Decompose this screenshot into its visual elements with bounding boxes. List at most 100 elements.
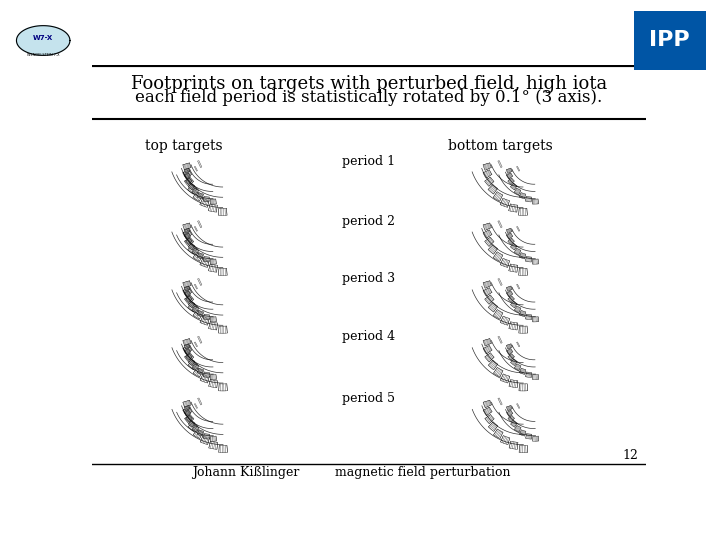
PathPatch shape xyxy=(186,354,192,360)
PathPatch shape xyxy=(184,349,191,355)
Polygon shape xyxy=(498,336,503,343)
PathPatch shape xyxy=(219,384,228,391)
PathPatch shape xyxy=(209,380,217,388)
PathPatch shape xyxy=(493,252,503,261)
PathPatch shape xyxy=(210,375,217,380)
PathPatch shape xyxy=(189,421,195,427)
PathPatch shape xyxy=(200,198,209,207)
Text: W7-X: W7-X xyxy=(33,35,53,40)
PathPatch shape xyxy=(197,368,204,374)
PathPatch shape xyxy=(508,415,515,422)
PathPatch shape xyxy=(483,281,492,288)
PathPatch shape xyxy=(507,349,513,355)
PathPatch shape xyxy=(483,170,492,178)
PathPatch shape xyxy=(485,353,494,362)
PathPatch shape xyxy=(485,177,494,186)
PathPatch shape xyxy=(506,233,513,239)
PathPatch shape xyxy=(488,302,498,312)
PathPatch shape xyxy=(184,295,194,304)
PathPatch shape xyxy=(184,228,190,233)
Polygon shape xyxy=(516,226,520,231)
PathPatch shape xyxy=(508,238,514,245)
PathPatch shape xyxy=(483,339,492,346)
PathPatch shape xyxy=(184,344,190,349)
PathPatch shape xyxy=(508,296,514,302)
PathPatch shape xyxy=(483,400,492,408)
PathPatch shape xyxy=(507,410,513,416)
PathPatch shape xyxy=(200,436,210,444)
PathPatch shape xyxy=(183,230,192,238)
Polygon shape xyxy=(516,342,520,347)
PathPatch shape xyxy=(526,434,531,439)
PathPatch shape xyxy=(509,204,518,212)
PathPatch shape xyxy=(203,314,210,320)
PathPatch shape xyxy=(218,208,227,215)
Text: Johann Kißlinger: Johann Kißlinger xyxy=(192,467,300,480)
PathPatch shape xyxy=(192,364,199,370)
PathPatch shape xyxy=(193,429,203,438)
PathPatch shape xyxy=(184,415,194,424)
PathPatch shape xyxy=(519,268,528,275)
PathPatch shape xyxy=(500,258,510,267)
PathPatch shape xyxy=(183,346,192,354)
PathPatch shape xyxy=(526,197,531,202)
PathPatch shape xyxy=(183,288,192,296)
PathPatch shape xyxy=(183,281,192,288)
PathPatch shape xyxy=(186,238,192,245)
PathPatch shape xyxy=(183,400,192,408)
Polygon shape xyxy=(516,403,520,408)
Polygon shape xyxy=(197,160,202,168)
PathPatch shape xyxy=(488,360,498,370)
PathPatch shape xyxy=(209,264,217,272)
PathPatch shape xyxy=(533,199,539,204)
PathPatch shape xyxy=(519,368,526,374)
Text: IPP: IPP xyxy=(649,30,690,51)
PathPatch shape xyxy=(200,316,210,325)
PathPatch shape xyxy=(188,302,197,312)
Polygon shape xyxy=(194,342,197,347)
PathPatch shape xyxy=(485,415,494,424)
PathPatch shape xyxy=(526,372,531,377)
PathPatch shape xyxy=(209,441,217,449)
PathPatch shape xyxy=(197,430,204,436)
PathPatch shape xyxy=(193,252,202,261)
PathPatch shape xyxy=(488,422,498,431)
PathPatch shape xyxy=(186,296,192,302)
PathPatch shape xyxy=(184,353,194,362)
PathPatch shape xyxy=(518,208,527,215)
PathPatch shape xyxy=(520,430,526,436)
PathPatch shape xyxy=(493,192,503,201)
PathPatch shape xyxy=(519,326,528,333)
Text: magnetic field perturbation: magnetic field perturbation xyxy=(335,467,510,480)
PathPatch shape xyxy=(183,339,192,346)
PathPatch shape xyxy=(510,183,517,190)
PathPatch shape xyxy=(514,426,521,432)
PathPatch shape xyxy=(509,322,518,330)
Text: period 1: period 1 xyxy=(343,154,395,167)
PathPatch shape xyxy=(183,407,192,416)
PathPatch shape xyxy=(183,170,192,178)
Text: bottom targets: bottom targets xyxy=(448,139,552,153)
Polygon shape xyxy=(197,336,202,343)
PathPatch shape xyxy=(488,245,498,254)
PathPatch shape xyxy=(197,253,204,259)
PathPatch shape xyxy=(188,422,197,431)
PathPatch shape xyxy=(508,178,514,185)
PathPatch shape xyxy=(203,197,210,202)
PathPatch shape xyxy=(506,344,513,349)
PathPatch shape xyxy=(210,317,217,322)
Polygon shape xyxy=(197,279,202,286)
PathPatch shape xyxy=(514,248,521,255)
Text: each field period is statistically rotated by 0.1° (3 axis).: each field period is statistically rotat… xyxy=(135,89,603,106)
PathPatch shape xyxy=(483,230,492,238)
PathPatch shape xyxy=(197,310,204,316)
PathPatch shape xyxy=(184,177,194,186)
Text: period 3: period 3 xyxy=(343,272,395,285)
PathPatch shape xyxy=(514,306,521,313)
PathPatch shape xyxy=(526,314,531,320)
PathPatch shape xyxy=(184,233,191,239)
PathPatch shape xyxy=(204,434,210,439)
PathPatch shape xyxy=(483,346,492,354)
PathPatch shape xyxy=(533,375,539,380)
Text: 12: 12 xyxy=(623,449,639,462)
